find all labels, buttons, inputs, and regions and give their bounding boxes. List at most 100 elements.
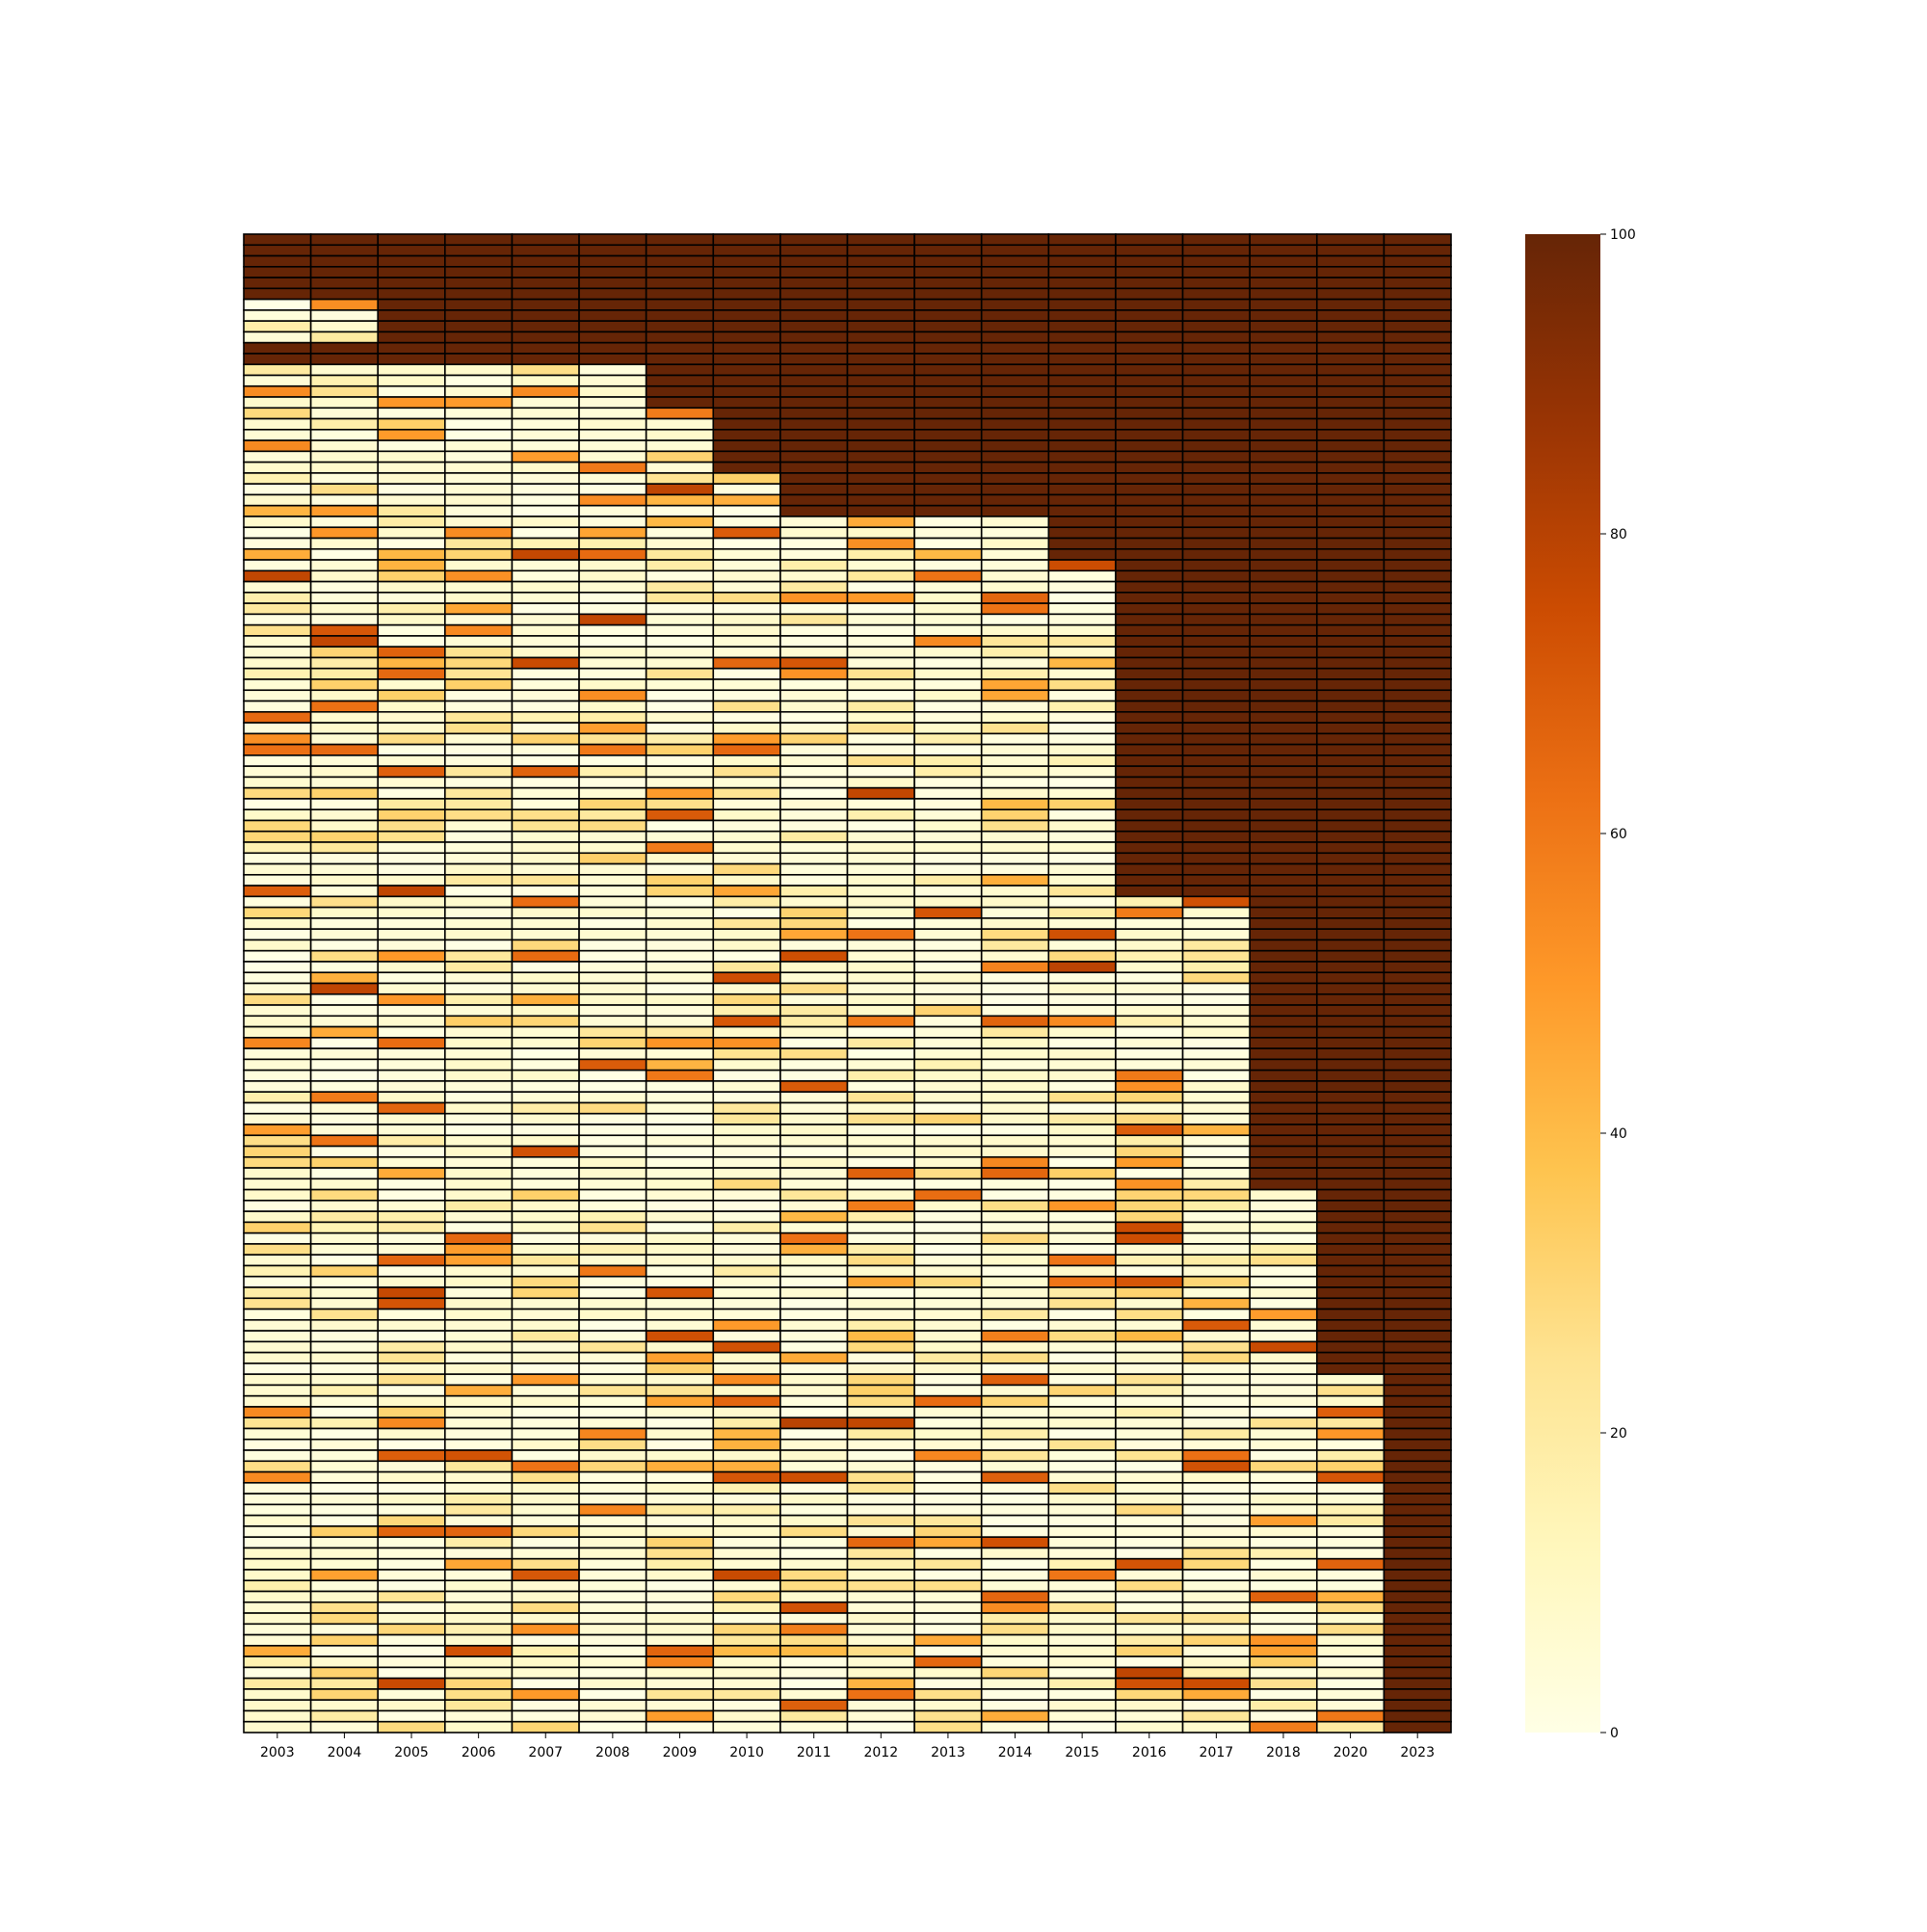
heatmap-cell — [578, 1275, 647, 1288]
heatmap-cell — [1115, 1188, 1184, 1202]
heatmap-cell — [377, 1155, 446, 1169]
heatmap-cell — [1115, 1308, 1184, 1321]
heatmap-cell — [511, 646, 580, 659]
heatmap-cell — [1181, 1243, 1251, 1257]
heatmap-cell — [243, 429, 312, 441]
heatmap-cell — [243, 504, 312, 517]
heatmap-cell — [1181, 1025, 1251, 1039]
heatmap-cell — [377, 1482, 446, 1495]
heatmap-cell — [712, 798, 781, 811]
heatmap-cell — [243, 754, 312, 767]
heatmap-cell — [1249, 1134, 1318, 1148]
heatmap-cell — [1383, 1069, 1452, 1082]
heatmap-cell — [1383, 1297, 1452, 1310]
heatmap-cell — [1383, 830, 1452, 843]
heatmap-cell — [1315, 1709, 1386, 1723]
heatmap-cell — [1383, 1080, 1452, 1093]
heatmap-cell — [712, 493, 781, 507]
heatmap-cell — [511, 906, 580, 919]
heatmap-cell — [1181, 776, 1251, 789]
heatmap-cell — [243, 1470, 312, 1484]
heatmap-cell — [980, 450, 1050, 463]
heatmap-cell — [1181, 1579, 1251, 1593]
heatmap-cell — [243, 1069, 312, 1082]
heatmap-cell — [1315, 1645, 1386, 1657]
heatmap-cell — [779, 895, 849, 909]
heatmap-cell — [712, 1004, 781, 1018]
heatmap-cell — [1315, 526, 1386, 540]
heatmap-cell — [1047, 450, 1117, 463]
heatmap-cell — [1315, 1254, 1386, 1267]
heatmap-cell — [243, 1080, 312, 1093]
heatmap-cell — [779, 396, 849, 410]
heatmap-cell — [712, 1470, 781, 1484]
heatmap-cell — [779, 1080, 849, 1093]
heatmap-cell — [779, 331, 849, 344]
heatmap-cell — [779, 1155, 849, 1169]
heatmap-cell — [1047, 1155, 1117, 1169]
heatmap-cell — [913, 1514, 983, 1527]
heatmap-cell — [578, 1427, 647, 1441]
heatmap-cell — [578, 1536, 647, 1549]
heatmap-cell — [243, 917, 312, 930]
heatmap-cell — [645, 1167, 715, 1180]
heatmap-cell — [1315, 277, 1386, 290]
heatmap-cell — [1383, 1286, 1452, 1300]
heatmap-cell — [712, 1438, 781, 1451]
heatmap-cell — [1315, 1557, 1386, 1571]
heatmap-cell — [1315, 623, 1386, 637]
heatmap-cell — [444, 1666, 514, 1680]
heatmap-cell — [645, 1330, 715, 1343]
heatmap-cell — [712, 526, 781, 540]
heatmap-cell — [779, 1188, 849, 1202]
heatmap-cell — [1047, 1264, 1117, 1278]
heatmap-cell — [444, 786, 514, 800]
heatmap-cell — [309, 939, 380, 952]
heatmap-cell — [578, 689, 647, 702]
heatmap-cell — [913, 1655, 983, 1669]
heatmap-cell — [243, 396, 312, 410]
heatmap-cell — [377, 623, 446, 637]
heatmap-cell — [1181, 516, 1251, 529]
heatmap-cell — [1047, 1231, 1117, 1245]
heatmap-cell — [1115, 635, 1184, 648]
heatmap-cell — [846, 1145, 915, 1158]
heatmap-cell — [1383, 1677, 1452, 1690]
heatmap-cell — [779, 1655, 849, 1669]
heatmap-cell — [243, 841, 312, 855]
heatmap-cell — [980, 1438, 1050, 1451]
heatmap-cell — [578, 483, 647, 496]
heatmap-cell — [377, 1579, 446, 1593]
heatmap-cell — [1315, 906, 1386, 919]
heatmap-cell — [913, 917, 983, 930]
heatmap-cell — [645, 569, 715, 583]
heatmap-cell — [980, 1525, 1050, 1538]
heatmap-cell — [1249, 363, 1318, 377]
heatmap-cell — [980, 1188, 1050, 1202]
heatmap-cell — [980, 1623, 1050, 1636]
heatmap-cell — [1181, 1493, 1251, 1506]
heatmap-cell — [1181, 244, 1251, 257]
heatmap-cell — [846, 353, 915, 366]
heatmap-cell — [444, 526, 514, 540]
heatmap-cell — [511, 1297, 580, 1310]
heatmap-cell — [578, 450, 647, 463]
heatmap-cell — [1047, 1025, 1117, 1039]
heatmap-cell — [578, 1112, 647, 1125]
heatmap-cell — [511, 1666, 580, 1680]
heatmap-cell — [846, 819, 915, 833]
heatmap-cell — [1315, 320, 1386, 333]
heatmap-cell — [444, 1482, 514, 1495]
heatmap-cell — [1315, 1069, 1386, 1082]
heatmap-cell — [980, 754, 1050, 767]
heatmap-cell — [846, 1699, 915, 1712]
heatmap-cell — [645, 1155, 715, 1169]
heatmap-cell — [1181, 461, 1251, 474]
heatmap-cell — [444, 569, 514, 583]
heatmap-cell — [1181, 1145, 1251, 1158]
heatmap-cell — [913, 516, 983, 529]
heatmap-cell — [1181, 743, 1251, 756]
heatmap-cell — [1249, 1514, 1318, 1527]
heatmap-cell — [980, 1275, 1050, 1288]
heatmap-cell — [712, 1155, 781, 1169]
